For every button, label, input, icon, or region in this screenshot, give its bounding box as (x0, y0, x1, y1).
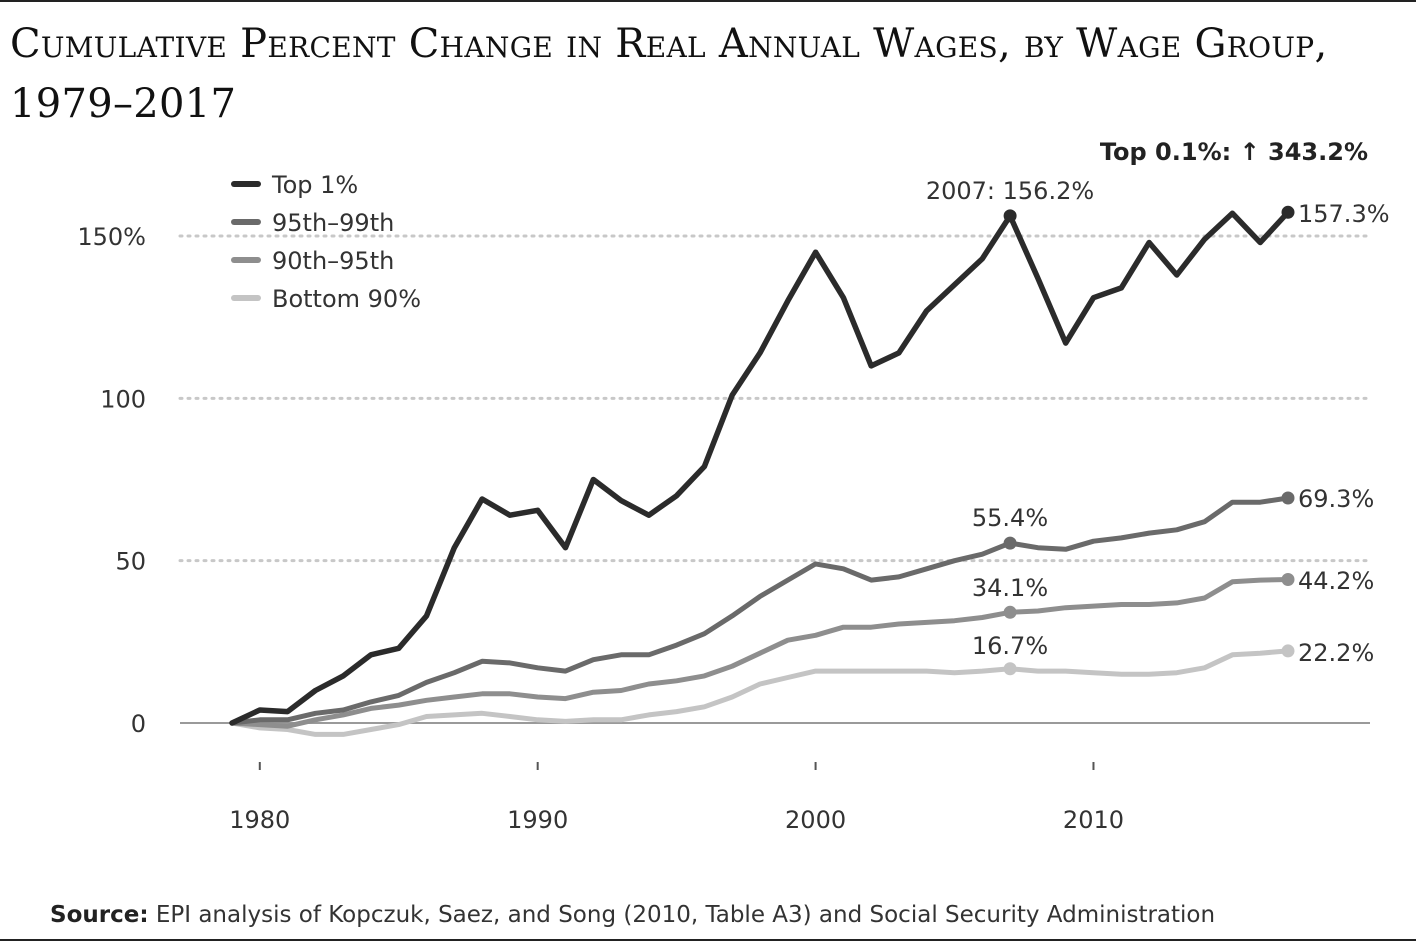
series-end-markers (1003, 205, 1295, 676)
p95-99-mid-label: 55.4% (972, 504, 1048, 532)
legend-label: 95th–99th (272, 209, 394, 237)
series-line (229, 209, 1291, 726)
x-tick-label: 1980 (229, 806, 290, 834)
top-01-label: Top 0.1%: ↑ 343.2% (1100, 138, 1368, 166)
legend-label: Bottom 90% (272, 285, 421, 313)
y-tick-label: 50 (115, 548, 146, 576)
series-marker (1281, 491, 1295, 505)
bottom-90-mid-label: 16.7% (972, 632, 1048, 660)
series-marker (1003, 662, 1017, 676)
chart-title: Cumulative Percent Change in Real Annual… (10, 21, 1328, 127)
series-line (229, 495, 1291, 726)
x-tick-label: 2010 (1063, 806, 1124, 834)
series-line (229, 577, 1291, 729)
top-1-peak-label: 2007: 156.2% (926, 177, 1094, 205)
series-marker (1281, 644, 1295, 658)
y-tick-label: 150% (77, 223, 146, 251)
p95-99-end-label: 69.3% (1298, 485, 1374, 513)
source-note: Source: EPI analysis of Kopczuk, Saez, a… (50, 902, 1215, 928)
p90-95-end-label: 44.2% (1298, 567, 1374, 595)
series-marker (1281, 572, 1295, 586)
x-tick-label: 2000 (785, 806, 846, 834)
legend-label: Top 1% (271, 171, 358, 199)
source-text: EPI analysis of Kopczuk, Saez, and Song … (155, 902, 1216, 928)
source-label: Source: (50, 902, 149, 928)
series-line (229, 648, 1291, 737)
series-marker (1003, 605, 1017, 619)
y-tick-label: 0 (131, 710, 146, 738)
p90-95-mid-label: 34.1% (972, 574, 1048, 602)
grid-lines (178, 234, 1372, 724)
series-marker (1003, 209, 1017, 223)
legend-label: 90th–95th (272, 247, 394, 275)
series-marker (1003, 536, 1017, 550)
axis-tick-labels: 0 50 100 150% 1980 1990 2000 2010 (77, 223, 1124, 834)
series-lines (229, 209, 1291, 737)
series-marker (1281, 205, 1295, 219)
y-tick-label: 100 (100, 385, 146, 413)
x-tick-label: 1990 (507, 806, 568, 834)
legend: Top 1% 95th–99th 90th–95th Bottom 90% (231, 171, 421, 313)
bottom-90-end-label: 22.2% (1298, 639, 1374, 667)
top-1-end-label: 157.3% (1298, 200, 1390, 228)
